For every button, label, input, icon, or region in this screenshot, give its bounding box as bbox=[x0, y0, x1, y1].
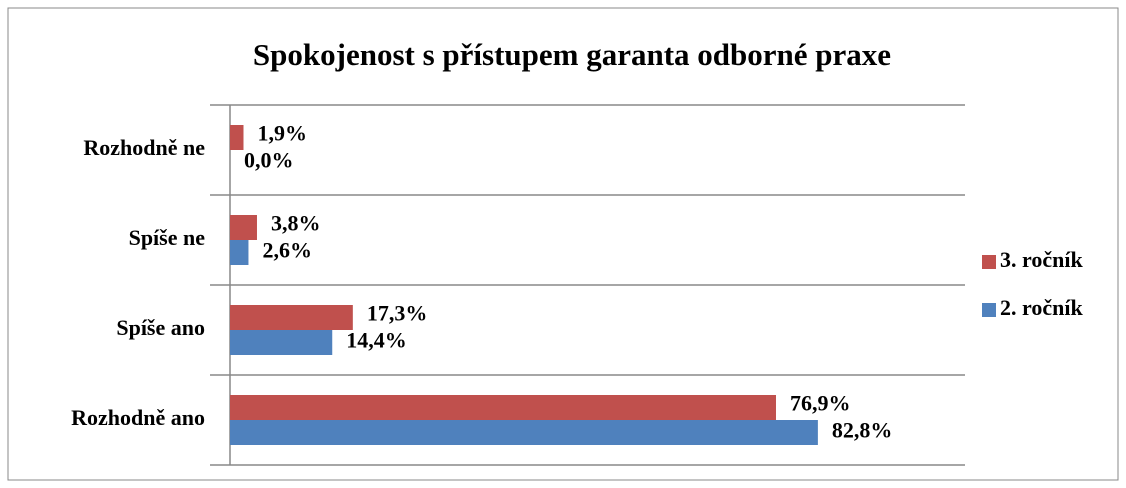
value-label: 14,4% bbox=[346, 328, 407, 353]
bar bbox=[230, 125, 244, 150]
value-label: 17,3% bbox=[367, 301, 428, 326]
bar bbox=[230, 420, 818, 445]
legend-swatch bbox=[982, 255, 996, 269]
value-label: 82,8% bbox=[832, 418, 893, 443]
value-label: 0,0% bbox=[244, 148, 294, 173]
legend-label: 2. ročník bbox=[1000, 295, 1083, 320]
y-tick-label: Rozhodně ano bbox=[71, 405, 205, 430]
y-tick-label: Spíše ano bbox=[116, 315, 205, 340]
legend-label: 3. ročník bbox=[1000, 247, 1083, 272]
bar bbox=[230, 240, 249, 265]
bar bbox=[230, 305, 353, 330]
y-tick-label: Rozhodně ne bbox=[83, 135, 205, 160]
chart-title: Spokojenost s přístupem garanta odborné … bbox=[253, 37, 891, 72]
value-label: 1,9% bbox=[257, 121, 307, 146]
bar bbox=[230, 215, 257, 240]
bar bbox=[230, 330, 333, 355]
bar bbox=[230, 395, 776, 420]
value-label: 76,9% bbox=[790, 391, 851, 416]
y-tick-label: Spíše ne bbox=[129, 225, 206, 250]
value-label: 2,6% bbox=[262, 238, 312, 263]
legend-swatch bbox=[982, 303, 996, 317]
value-label: 3,8% bbox=[271, 211, 321, 236]
